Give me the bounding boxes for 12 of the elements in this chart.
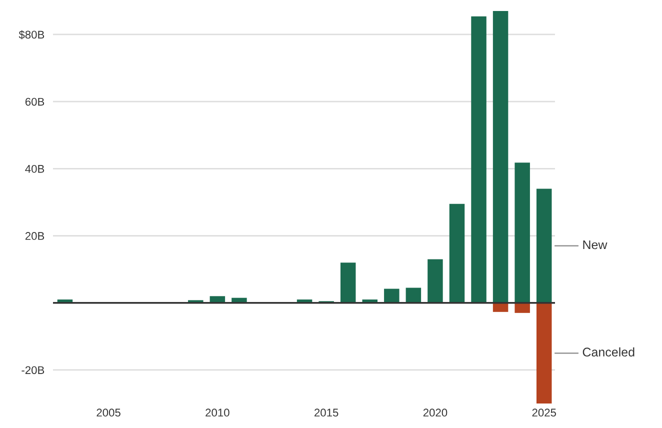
- y-tick-label: $80B: [18, 30, 44, 40]
- x-tick-label: 2025: [532, 408, 556, 417]
- x-tick-label: 2015: [314, 408, 338, 417]
- y-tick-label: 60B: [25, 98, 44, 106]
- y-tick-label: -20B: [22, 366, 44, 374]
- y-tick-label: 20B: [25, 232, 44, 240]
- x-tick-label: 2005: [96, 408, 120, 417]
- y-tick-label: 40B: [25, 164, 44, 173]
- text: Canceled: [582, 347, 634, 357]
- text: New: [583, 240, 608, 250]
- x-tick-label: 2010: [206, 408, 230, 417]
- x-tick-label: 2020: [423, 408, 448, 417]
